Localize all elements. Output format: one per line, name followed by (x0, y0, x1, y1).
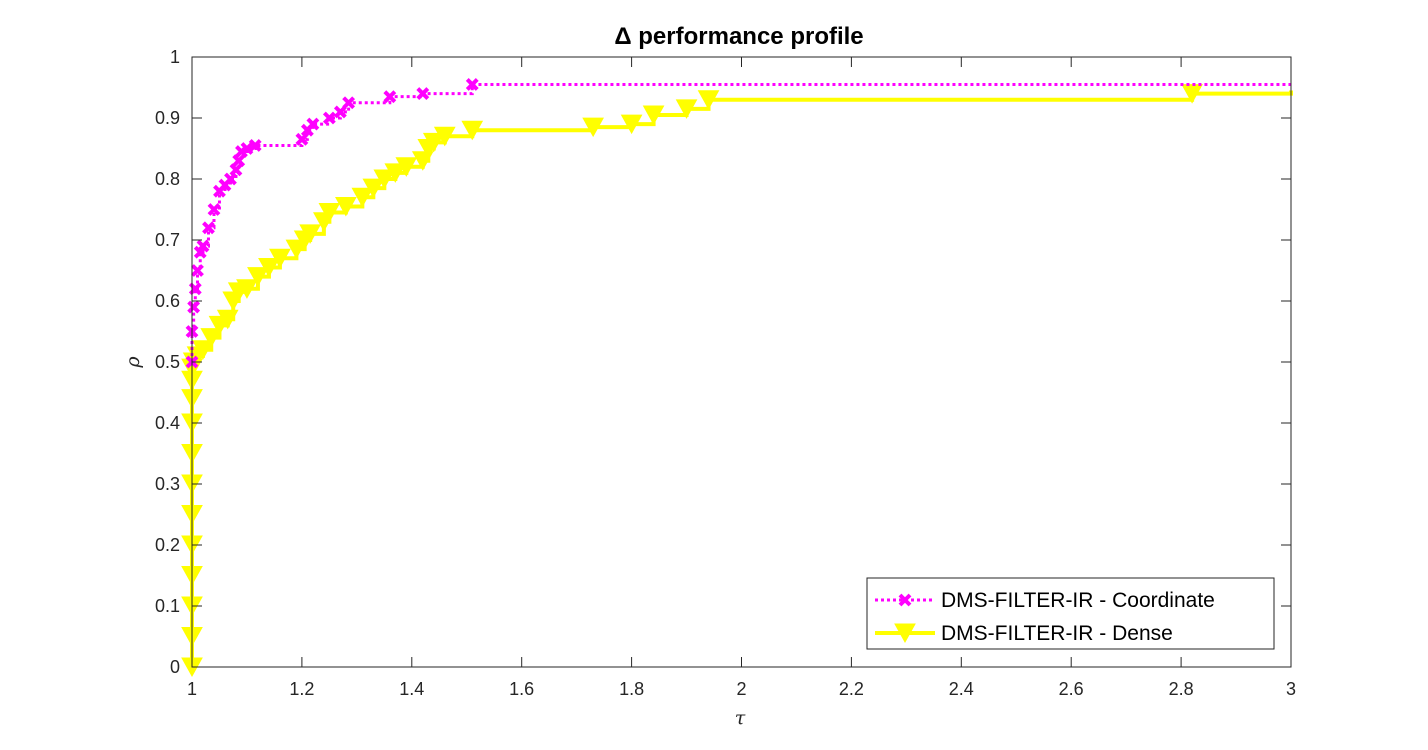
chart-title: Δ performance profile (614, 23, 863, 50)
x-axis-label: τ (735, 707, 746, 729)
legend-label: DMS-FILTER-IR - Coordinate (941, 589, 1215, 612)
data-point (224, 172, 237, 186)
legend-entry: DMS-FILTER-IR - Coordinate (875, 589, 1215, 612)
data-point (1181, 84, 1203, 104)
y-tick-label: 0.3 (155, 474, 180, 494)
data-point (247, 267, 269, 287)
legend: DMS-FILTER-IR - Coordinate DMS-FILTER-IR … (866, 577, 1275, 650)
data-point (269, 248, 291, 269)
y-tick-label: 0.6 (155, 291, 180, 311)
y-tick-label: 0.7 (155, 230, 180, 250)
data-point (620, 114, 643, 135)
x-tick-label: 1.4 (399, 679, 424, 699)
data-point (306, 117, 320, 131)
data-point (422, 132, 445, 153)
x-tick-label: 2.8 (1169, 679, 1194, 699)
data-point (240, 142, 254, 155)
data-point (232, 154, 246, 168)
data-point (200, 328, 223, 348)
y-tick-label: 0.8 (155, 169, 180, 189)
data-point (642, 105, 665, 125)
data-point (299, 224, 321, 244)
y-axis-label: ρ (122, 356, 144, 369)
series-coordinate (185, 78, 1291, 369)
x-tick-label: 1.6 (509, 679, 534, 699)
legend-marker (898, 593, 912, 607)
data-point (461, 120, 484, 141)
legend-label: DMS-FILTER-IR - Dense (941, 622, 1173, 645)
data-point (187, 300, 201, 314)
y-tick-label: 0.2 (155, 535, 180, 555)
legend-marker (894, 623, 916, 644)
y-tick-label: 0.5 (155, 352, 180, 372)
y-tick-label: 0.9 (155, 108, 180, 128)
x-tick-label: 2.2 (839, 679, 864, 699)
data-point (582, 117, 604, 138)
data-point (675, 99, 698, 119)
data-point (318, 203, 341, 223)
data-point (384, 163, 407, 183)
x-tick-label: 1.2 (289, 679, 314, 699)
data-point (285, 239, 308, 260)
data-point (351, 187, 374, 208)
data-point (433, 126, 456, 147)
data-point (362, 178, 385, 199)
data-point (295, 132, 309, 146)
data-point (373, 169, 396, 190)
x-tick-label: 1.8 (619, 679, 644, 699)
plot-area (192, 57, 1291, 667)
data-point (207, 203, 221, 216)
x-tick-label: 2.4 (949, 679, 974, 699)
data-point (196, 239, 210, 253)
data-point (333, 105, 347, 119)
x-tick-label: 2 (736, 679, 746, 699)
data-point (342, 96, 356, 110)
data-point (202, 221, 215, 235)
data-point (248, 139, 262, 152)
data-point (697, 90, 720, 110)
legend-entry: DMS-FILTER-IR - Dense (875, 622, 1173, 645)
data-point (383, 90, 397, 104)
y-tick-label: 1 (170, 47, 180, 67)
data-point (465, 78, 479, 91)
data-point (335, 196, 357, 217)
data-point (416, 87, 430, 101)
data-point (322, 111, 336, 125)
data-point (229, 163, 243, 177)
x-tick-label: 1 (187, 679, 197, 699)
legend-box (866, 577, 1275, 650)
data-point (216, 309, 239, 330)
data-point (192, 340, 214, 360)
x-tick-label: 3 (1286, 679, 1296, 699)
data-point (191, 264, 204, 277)
y-tick-label: 0.4 (155, 413, 180, 433)
data-point (395, 157, 418, 177)
data-point (236, 279, 258, 299)
y-tick-label: 0.1 (155, 596, 180, 616)
y-tick-label: 0 (170, 657, 180, 677)
x-tick-label: 2.6 (1059, 679, 1084, 699)
data-point (258, 257, 280, 278)
